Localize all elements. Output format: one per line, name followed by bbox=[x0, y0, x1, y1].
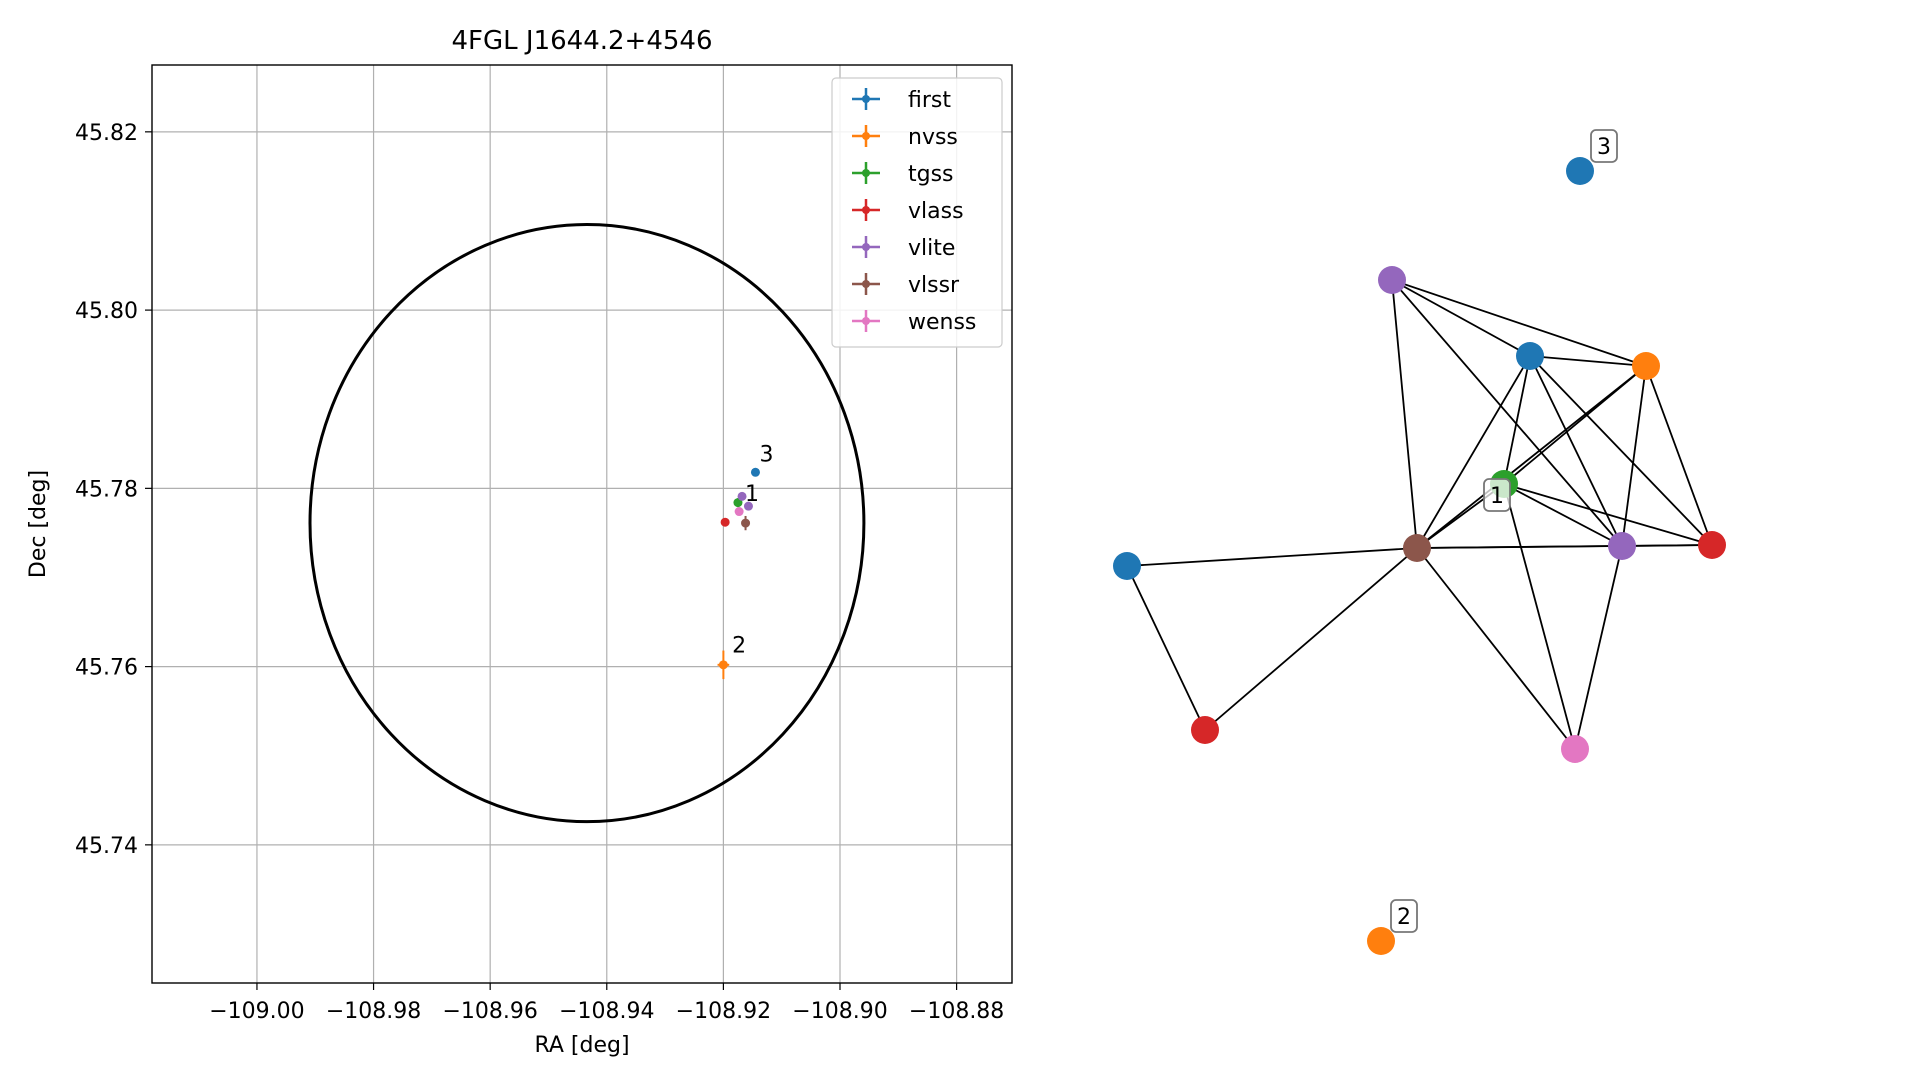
y-tick-label: 45.74 bbox=[75, 834, 138, 859]
legend: first nvss tgss vlass vlite vlssr wenss bbox=[831, 77, 1003, 348]
graph-node bbox=[1566, 157, 1594, 185]
graph-edge bbox=[1529, 355, 1647, 367]
legend-box bbox=[831, 77, 1003, 348]
graph-edge bbox=[1574, 545, 1623, 750]
legend-marker bbox=[862, 206, 870, 214]
graph-edge bbox=[1645, 365, 1713, 546]
graph-edge bbox=[1503, 483, 1713, 546]
graph-node-labels: 3 2 1 bbox=[1390, 129, 1618, 933]
graph-node bbox=[1403, 534, 1431, 562]
graph-node-label: 2 bbox=[1397, 905, 1411, 930]
legend-entry: vlass bbox=[908, 199, 964, 224]
annotations: 1 2 3 bbox=[732, 443, 773, 659]
graph-edge bbox=[1416, 355, 1531, 549]
graph-node bbox=[1113, 552, 1141, 580]
legend-marker bbox=[862, 169, 870, 177]
data-point-wenss bbox=[734, 507, 744, 517]
graph-edge bbox=[1416, 365, 1647, 549]
y-axis-label: Dec [deg] bbox=[26, 470, 51, 578]
legend-entry: nvss bbox=[908, 125, 958, 150]
x-axis-label: RA [deg] bbox=[534, 1033, 629, 1058]
x-tick-label: −108.98 bbox=[326, 999, 421, 1024]
graph-edge bbox=[1391, 279, 1647, 367]
x-tick-label: −108.94 bbox=[559, 999, 654, 1024]
graph-edge bbox=[1503, 355, 1531, 485]
graph-node bbox=[1698, 531, 1726, 559]
x-tick-label: −108.96 bbox=[442, 999, 537, 1024]
graph-edge bbox=[1621, 365, 1647, 547]
point-annotation: 1 bbox=[745, 482, 759, 507]
data-point-vlite bbox=[737, 491, 747, 501]
graph-edge bbox=[1503, 483, 1576, 750]
graph-node bbox=[1561, 735, 1589, 763]
legend-entry: vlssr bbox=[908, 273, 960, 298]
y-tick-label: 45.80 bbox=[75, 299, 138, 324]
graph-node-label: 1 bbox=[1490, 484, 1504, 509]
graph-edge bbox=[1204, 547, 1418, 731]
x-tick-label: −109.00 bbox=[209, 999, 304, 1024]
graph-node bbox=[1516, 342, 1544, 370]
legend-marker bbox=[862, 243, 870, 251]
graph-edge bbox=[1391, 279, 1623, 547]
graph-node bbox=[1191, 716, 1219, 744]
legend-entry: tgss bbox=[908, 162, 954, 187]
error-ellipse bbox=[308, 223, 866, 824]
y-tick-label: 45.76 bbox=[75, 656, 138, 681]
data-point-vlssr bbox=[741, 518, 751, 528]
graph-node bbox=[1378, 266, 1406, 294]
graph-node bbox=[1367, 927, 1395, 955]
point-annotation: 3 bbox=[760, 443, 774, 468]
y-tick-label: 45.82 bbox=[75, 121, 138, 146]
y-tick-label: 45.78 bbox=[75, 477, 138, 502]
graph-node bbox=[1608, 532, 1636, 560]
ellipse-layer bbox=[308, 223, 866, 824]
x-tick-label: −108.90 bbox=[792, 999, 887, 1024]
graph-edge bbox=[1529, 355, 1713, 546]
graph-edge bbox=[1391, 279, 1531, 357]
x-tick-label: −108.92 bbox=[676, 999, 771, 1024]
legend-marker bbox=[862, 317, 870, 325]
x-tick-label: −108.88 bbox=[909, 999, 1004, 1024]
scatter-plot: 123 −109.00 −108.98 −108.96 −108.94 −108.92−… bbox=[26, 26, 1013, 1058]
point-annotation: 2 bbox=[732, 633, 746, 658]
graph-edge bbox=[1126, 565, 1206, 731]
data-point-vlite bbox=[743, 501, 753, 511]
graph-node bbox=[1632, 352, 1660, 380]
graph-edges bbox=[1126, 279, 1713, 750]
data-points bbox=[717, 467, 760, 680]
graph-edge bbox=[1416, 547, 1576, 750]
graph-edge bbox=[1621, 544, 1713, 547]
ticks: −109.00 −108.98 −108.96 −108.94 −108.92 −108.… bbox=[75, 121, 1004, 1024]
legend-marker bbox=[862, 280, 870, 288]
legend-marker bbox=[862, 95, 870, 103]
chart-title: 4FGL J1644.2+4546 bbox=[452, 26, 713, 56]
graph-node-label-box bbox=[1590, 129, 1618, 163]
axes-frame bbox=[151, 64, 1013, 984]
legend-entry: vlite bbox=[908, 236, 955, 261]
data-point-first bbox=[750, 467, 760, 477]
graph-edge bbox=[1391, 279, 1418, 549]
legend-entry: first bbox=[908, 88, 951, 113]
graph-edge bbox=[1503, 483, 1623, 547]
data-point-vlass bbox=[720, 517, 730, 527]
graph-node-label-box bbox=[1390, 899, 1418, 933]
network-graph: 3 2 1 bbox=[1113, 129, 1726, 955]
graph-node-label: 3 bbox=[1597, 135, 1611, 160]
data-point-nvss bbox=[718, 660, 728, 670]
graph-edge bbox=[1126, 547, 1418, 567]
graph-node-label-box bbox=[1483, 478, 1511, 512]
legend-marker bbox=[862, 132, 870, 140]
legend-entry: wenss bbox=[908, 310, 976, 335]
